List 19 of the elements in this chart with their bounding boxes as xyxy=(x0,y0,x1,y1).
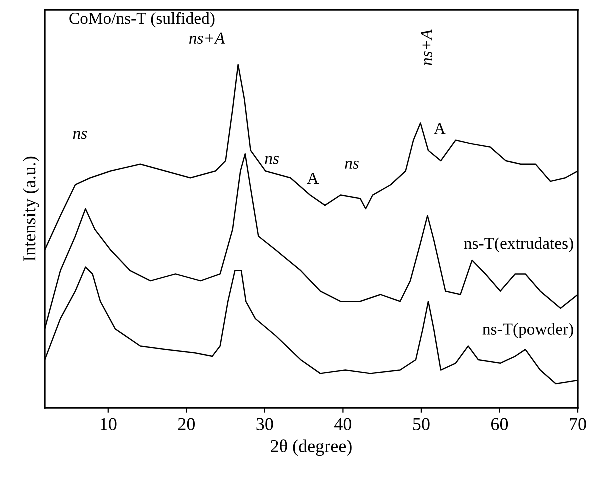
text: CoMo/ns-T (sulfided) xyxy=(70,12,215,28)
x-tick-label: 20 xyxy=(178,418,196,430)
annotation: A xyxy=(434,123,446,134)
annotation: ns+A xyxy=(421,30,432,66)
x-tick-label: 10 xyxy=(100,418,117,430)
annotation: A xyxy=(307,172,319,184)
annotation: ns xyxy=(73,131,88,140)
text: ns+A xyxy=(190,32,226,44)
x-tick-label: 30 xyxy=(256,418,274,430)
x-tick-label: 70 xyxy=(570,418,586,430)
series-label: ns-T(powder) xyxy=(482,323,574,338)
x-tick-label: 50 xyxy=(413,418,430,430)
x-axis-title: 2θ (degree) xyxy=(271,440,352,456)
annotation: ns xyxy=(345,160,359,169)
x-tick-label: 60 xyxy=(491,418,508,430)
annotation: ns xyxy=(265,156,279,164)
y-axis-title: Intensity (a.u.) xyxy=(23,156,40,262)
series-label: ns-T(extrudates) xyxy=(464,237,574,253)
x-tick-label: 40 xyxy=(334,418,352,430)
